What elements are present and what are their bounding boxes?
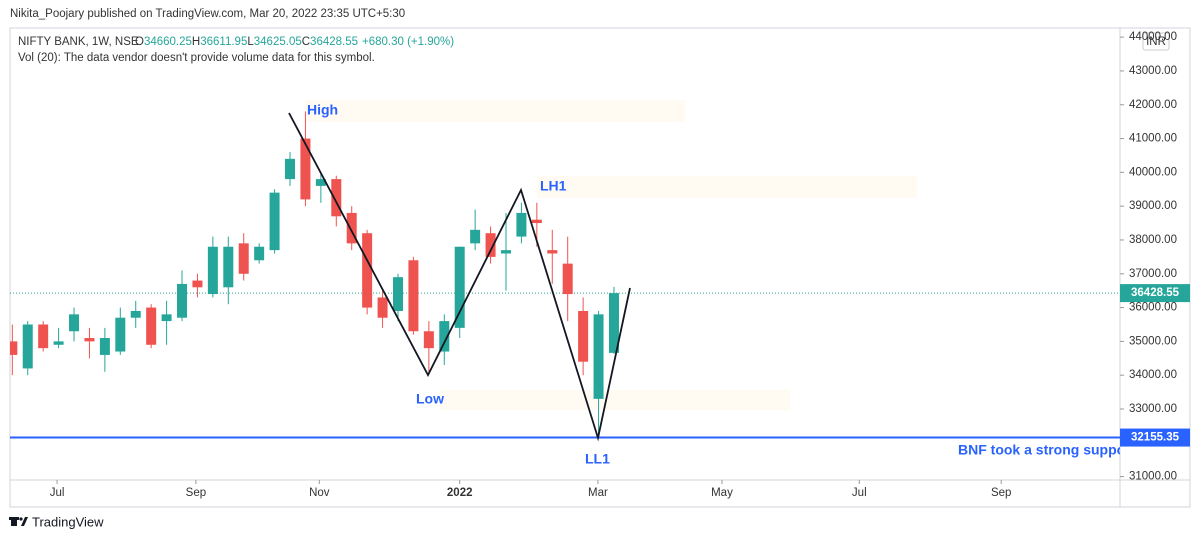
annotation: LH1 (540, 178, 567, 194)
annotation-background (440, 390, 790, 410)
candle-body (315, 179, 326, 186)
candle-body (608, 293, 619, 353)
ohlc-key: C (302, 36, 310, 48)
candle-body (22, 324, 33, 369)
publisher: Nikita_Poojary published on TradingView.… (10, 8, 405, 20)
change: +680.30 (+1.90%) (362, 36, 454, 48)
ohlc-legend: O34660.25H36611.95L34625.05C36428.55 +680… (135, 36, 454, 48)
y-tick-label: 44000.00 (1129, 31, 1177, 43)
candle-body (593, 314, 604, 399)
x-tick-label: Jul (852, 487, 867, 499)
price-tag-label: 32155.35 (1131, 432, 1180, 444)
candle-body (38, 324, 49, 349)
symbol-title: NIFTY BANK, 1W, NSE (18, 36, 139, 48)
y-tick-label: 33000.00 (1129, 403, 1177, 415)
y-tick-label: 35000.00 (1129, 335, 1177, 347)
candle-body (392, 277, 403, 311)
x-tick-label: 2022 (447, 487, 473, 499)
candle-body (516, 212, 527, 237)
candle-body (547, 250, 558, 254)
candle-body (562, 263, 573, 295)
y-tick-label: 43000.00 (1129, 65, 1177, 77)
candle-body (578, 310, 589, 362)
candle-body (238, 243, 249, 274)
x-tick-label: Mar (588, 487, 608, 499)
annotation: LL1 (585, 451, 610, 467)
candle-body (99, 338, 110, 355)
candle-body (10, 341, 18, 355)
candle-body (377, 297, 388, 318)
candle-body (346, 212, 357, 244)
x-tick-label: Jul (50, 487, 65, 499)
candle-body (254, 246, 265, 261)
candle-body (146, 307, 157, 345)
candle-body (331, 179, 342, 217)
annotation: BNF took a strong support (958, 442, 1136, 458)
ohlc-value: 34625.05 (254, 36, 302, 48)
candle-body (423, 331, 434, 349)
candle-body (130, 310, 141, 318)
currency[interactable]: INR (1146, 36, 1166, 48)
price-tag (1120, 428, 1190, 447)
brand: TradingView (32, 514, 104, 529)
annotation-background (305, 100, 685, 122)
x-tick-label: Sep (991, 487, 1011, 499)
candle-body (439, 321, 450, 352)
y-tick-label: 41000.00 (1129, 133, 1177, 145)
volume-note: Vol (20): The data vendor doesn't provid… (18, 52, 375, 64)
ohlc-value: 34660.25 (144, 36, 192, 48)
candle-body (285, 158, 296, 180)
candle-body (500, 250, 511, 254)
candle-body (300, 138, 311, 200)
x-tick-label: May (711, 487, 733, 499)
candle-body (115, 317, 126, 352)
candle-body (161, 314, 172, 322)
trend-line (288, 112, 631, 442)
ohlc-value: 36428.55 (310, 36, 358, 48)
candle-body (531, 219, 542, 224)
annotation-background (537, 176, 917, 198)
x-tick-label: Sep (186, 487, 206, 499)
candle-body (454, 246, 465, 328)
y-tick-label: 31000.00 (1129, 471, 1177, 483)
candle-body (470, 229, 481, 244)
annotation: Low (416, 391, 444, 407)
annotation: High (307, 102, 338, 118)
y-tick-label: 39000.00 (1129, 200, 1177, 212)
price-tag (1120, 284, 1190, 303)
candle-body (269, 192, 280, 251)
ohlc-key: L (247, 36, 254, 48)
candle-body (69, 314, 80, 332)
ohlc-key: O (135, 36, 144, 48)
currency-box[interactable] (1142, 32, 1170, 51)
logo (9, 517, 28, 526)
y-tick-label: 42000.00 (1129, 99, 1177, 111)
y-tick-label: 37000.00 (1129, 268, 1177, 280)
candle-body (207, 246, 218, 295)
candle-body (84, 338, 95, 342)
y-tick-label: 38000.00 (1129, 234, 1177, 246)
candle-body (192, 280, 203, 288)
candle-body (408, 260, 419, 332)
y-tick-label: 34000.00 (1129, 369, 1177, 381)
y-tick-label: 40000.00 (1129, 166, 1177, 178)
candle-body (53, 341, 64, 345)
candle-body (223, 246, 234, 288)
y-tick-label: 36000.00 (1129, 302, 1177, 314)
ohlc-key: H (192, 36, 200, 48)
ohlc-value: 36611.95 (200, 36, 247, 48)
frame (9, 27, 1191, 508)
candle-body (177, 283, 188, 318)
candle-body (362, 233, 373, 308)
candle-body (485, 233, 496, 257)
price-tag-label: 36428.55 (1131, 287, 1180, 299)
x-tick-label: Nov (309, 487, 330, 499)
plot: High Low LH1 LL1 BNF took a strong support (10, 100, 1136, 467)
